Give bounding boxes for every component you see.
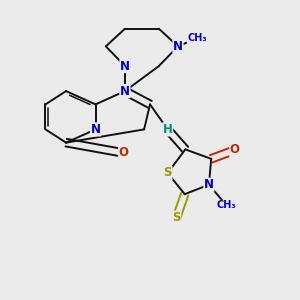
Text: N: N xyxy=(91,123,100,136)
Text: O: O xyxy=(230,143,240,157)
Text: N: N xyxy=(204,178,214,191)
Text: N: N xyxy=(120,85,130,98)
Text: O: O xyxy=(118,146,128,159)
Text: H: H xyxy=(163,123,172,136)
Text: CH₃: CH₃ xyxy=(187,33,207,43)
Text: N: N xyxy=(120,60,130,73)
Text: S: S xyxy=(164,167,172,179)
Text: N: N xyxy=(173,40,183,53)
Text: S: S xyxy=(172,211,181,224)
Text: CH₃: CH₃ xyxy=(217,200,236,210)
